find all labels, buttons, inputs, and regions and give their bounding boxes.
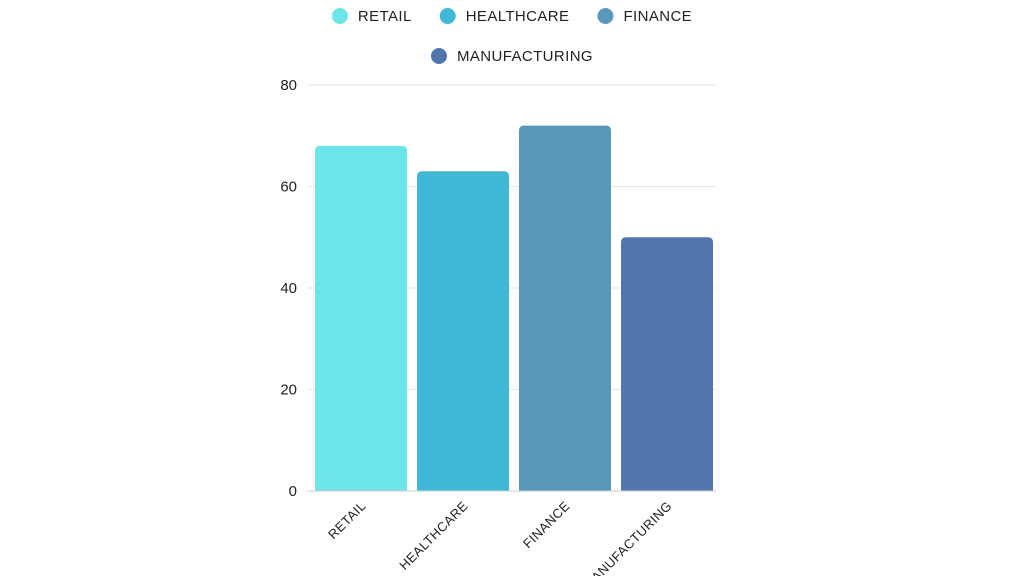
legend-label: FINANCE (623, 8, 692, 25)
bar-finance[interactable] (519, 125, 611, 491)
bar-healthcare[interactable] (417, 171, 509, 491)
legend-marker-manufacturing (430, 48, 447, 64)
legend-label: RETAIL (358, 8, 412, 25)
x-axis: RETAIL HEALTHCARE FINANCE MANUFACTURING (308, 490, 716, 576)
y-tick-label: 40 (280, 280, 297, 297)
legend-label: HEALTHCARE (466, 8, 570, 25)
y-tick-label: 20 (280, 382, 297, 399)
x-tick-label: HEALTHCARE (396, 498, 471, 573)
y-tick-label: 0 (289, 483, 297, 500)
legend-marker-healthcare (439, 8, 456, 24)
y-tick-label: 80 (280, 77, 297, 94)
legend-item-finance[interactable]: FINANCE (597, 8, 692, 25)
legend-marker-finance (597, 8, 614, 24)
y-tick-label: 60 (280, 179, 297, 196)
bar-retail[interactable] (315, 145, 407, 491)
legend-item-healthcare[interactable]: HEALTHCARE (439, 8, 570, 25)
legend-item-retail[interactable]: RETAIL (331, 8, 412, 25)
legend-marker-retail (331, 8, 348, 24)
legend: RETAIL HEALTHCARE FINANCE MANUFACTURING (331, 8, 692, 65)
bar-manufacturing[interactable] (621, 237, 713, 491)
x-tick-label: MANUFACTURING (580, 498, 674, 576)
legend-item-manufacturing[interactable]: MANUFACTURING (430, 48, 593, 65)
legend-label: MANUFACTURING (457, 48, 593, 65)
x-tick-label: FINANCE (520, 498, 573, 551)
y-axis: 0 20 40 60 80 (280, 77, 297, 500)
bars (315, 125, 713, 491)
x-tick-label: RETAIL (325, 498, 369, 542)
